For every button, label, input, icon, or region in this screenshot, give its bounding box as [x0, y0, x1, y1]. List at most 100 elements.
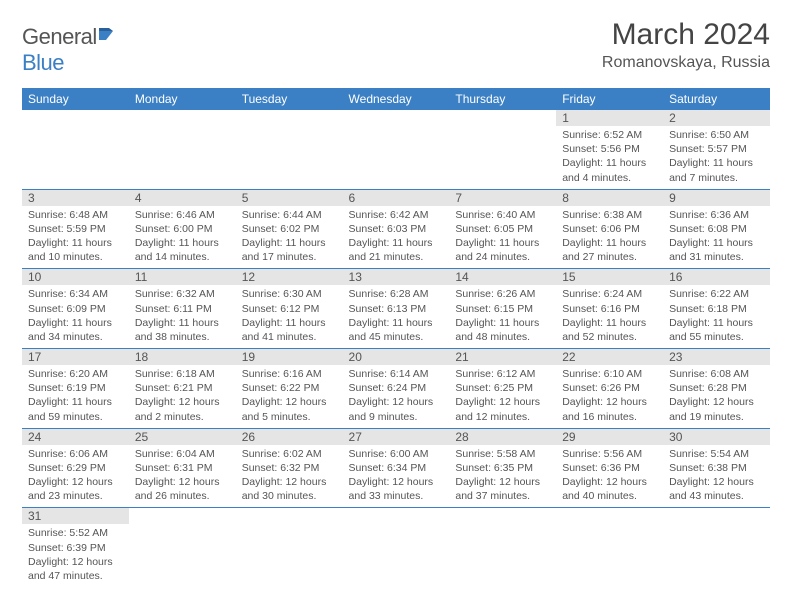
calendar-day-cell: 17Sunrise: 6:20 AMSunset: 6:19 PMDayligh…: [22, 349, 129, 429]
day-number: 22: [556, 349, 663, 365]
calendar-week-row: 3Sunrise: 6:48 AMSunset: 5:59 PMDaylight…: [22, 189, 770, 269]
calendar-day-cell: 16Sunrise: 6:22 AMSunset: 6:18 PMDayligh…: [663, 269, 770, 349]
calendar-day-cell: 4Sunrise: 6:46 AMSunset: 6:00 PMDaylight…: [129, 189, 236, 269]
sunrise-text: Sunrise: 5:58 AM: [455, 447, 550, 461]
calendar-day-cell: 8Sunrise: 6:38 AMSunset: 6:06 PMDaylight…: [556, 189, 663, 269]
calendar-day-cell: [449, 110, 556, 189]
day-details: Sunrise: 6:52 AMSunset: 5:56 PMDaylight:…: [556, 126, 663, 189]
day-number: 18: [129, 349, 236, 365]
sunset-text: Sunset: 6:31 PM: [135, 461, 230, 475]
calendar-day-cell: 13Sunrise: 6:28 AMSunset: 6:13 PMDayligh…: [343, 269, 450, 349]
flag-icon: [99, 24, 121, 50]
calendar-day-cell: 28Sunrise: 5:58 AMSunset: 6:35 PMDayligh…: [449, 428, 556, 508]
sunset-text: Sunset: 6:16 PM: [562, 302, 657, 316]
sunrise-text: Sunrise: 6:34 AM: [28, 287, 123, 301]
day-details: Sunrise: 6:46 AMSunset: 6:00 PMDaylight:…: [129, 206, 236, 269]
sunset-text: Sunset: 5:57 PM: [669, 142, 764, 156]
daylight-text: Daylight: 12 hours and 47 minutes.: [28, 555, 123, 583]
day-details: Sunrise: 6:16 AMSunset: 6:22 PMDaylight:…: [236, 365, 343, 428]
daylight-text: Daylight: 11 hours and 34 minutes.: [28, 316, 123, 344]
sunrise-text: Sunrise: 6:44 AM: [242, 208, 337, 222]
daylight-text: Daylight: 11 hours and 10 minutes.: [28, 236, 123, 264]
day-details: Sunrise: 6:20 AMSunset: 6:19 PMDaylight:…: [22, 365, 129, 428]
calendar-day-cell: 23Sunrise: 6:08 AMSunset: 6:28 PMDayligh…: [663, 349, 770, 429]
day-number: 14: [449, 269, 556, 285]
day-number: 7: [449, 190, 556, 206]
sunset-text: Sunset: 6:12 PM: [242, 302, 337, 316]
daylight-text: Daylight: 11 hours and 27 minutes.: [562, 236, 657, 264]
day-number: 19: [236, 349, 343, 365]
daylight-text: Daylight: 12 hours and 43 minutes.: [669, 475, 764, 503]
sunrise-text: Sunrise: 6:10 AM: [562, 367, 657, 381]
logo-text-2: Blue: [22, 50, 64, 75]
sunset-text: Sunset: 6:13 PM: [349, 302, 444, 316]
calendar-day-cell: 26Sunrise: 6:02 AMSunset: 6:32 PMDayligh…: [236, 428, 343, 508]
daylight-text: Daylight: 12 hours and 30 minutes.: [242, 475, 337, 503]
day-number: 15: [556, 269, 663, 285]
calendar-week-row: 1Sunrise: 6:52 AMSunset: 5:56 PMDaylight…: [22, 110, 770, 189]
day-details: Sunrise: 6:32 AMSunset: 6:11 PMDaylight:…: [129, 285, 236, 348]
daylight-text: Daylight: 11 hours and 38 minutes.: [135, 316, 230, 344]
daylight-text: Daylight: 11 hours and 55 minutes.: [669, 316, 764, 344]
sunrise-text: Sunrise: 5:52 AM: [28, 526, 123, 540]
sunset-text: Sunset: 6:25 PM: [455, 381, 550, 395]
sunset-text: Sunset: 6:11 PM: [135, 302, 230, 316]
calendar-day-cell: 10Sunrise: 6:34 AMSunset: 6:09 PMDayligh…: [22, 269, 129, 349]
daylight-text: Daylight: 12 hours and 23 minutes.: [28, 475, 123, 503]
daylight-text: Daylight: 11 hours and 21 minutes.: [349, 236, 444, 264]
calendar-day-cell: [236, 508, 343, 587]
sunset-text: Sunset: 6:19 PM: [28, 381, 123, 395]
day-number: 3: [22, 190, 129, 206]
sunrise-text: Sunrise: 6:30 AM: [242, 287, 337, 301]
sunrise-text: Sunrise: 6:04 AM: [135, 447, 230, 461]
day-details: Sunrise: 6:48 AMSunset: 5:59 PMDaylight:…: [22, 206, 129, 269]
calendar-day-cell: 12Sunrise: 6:30 AMSunset: 6:12 PMDayligh…: [236, 269, 343, 349]
day-details: Sunrise: 6:50 AMSunset: 5:57 PMDaylight:…: [663, 126, 770, 189]
day-number: 17: [22, 349, 129, 365]
sunset-text: Sunset: 6:24 PM: [349, 381, 444, 395]
calendar-day-cell: 15Sunrise: 6:24 AMSunset: 6:16 PMDayligh…: [556, 269, 663, 349]
day-details: Sunrise: 5:54 AMSunset: 6:38 PMDaylight:…: [663, 445, 770, 508]
calendar-day-cell: 30Sunrise: 5:54 AMSunset: 6:38 PMDayligh…: [663, 428, 770, 508]
weekday-header: Saturday: [663, 88, 770, 110]
calendar-day-cell: 25Sunrise: 6:04 AMSunset: 6:31 PMDayligh…: [129, 428, 236, 508]
sunrise-text: Sunrise: 6:02 AM: [242, 447, 337, 461]
sunset-text: Sunset: 6:09 PM: [28, 302, 123, 316]
calendar-day-cell: 6Sunrise: 6:42 AMSunset: 6:03 PMDaylight…: [343, 189, 450, 269]
sunset-text: Sunset: 6:28 PM: [669, 381, 764, 395]
sunset-text: Sunset: 5:59 PM: [28, 222, 123, 236]
daylight-text: Daylight: 12 hours and 26 minutes.: [135, 475, 230, 503]
day-number: 13: [343, 269, 450, 285]
day-number: 26: [236, 429, 343, 445]
logo-text: GeneralBlue: [22, 24, 121, 76]
sunrise-text: Sunrise: 5:56 AM: [562, 447, 657, 461]
day-number: 9: [663, 190, 770, 206]
sunset-text: Sunset: 6:02 PM: [242, 222, 337, 236]
daylight-text: Daylight: 11 hours and 4 minutes.: [562, 156, 657, 184]
sunrise-text: Sunrise: 6:28 AM: [349, 287, 444, 301]
day-details: Sunrise: 6:42 AMSunset: 6:03 PMDaylight:…: [343, 206, 450, 269]
day-details: Sunrise: 5:52 AMSunset: 6:39 PMDaylight:…: [22, 524, 129, 587]
sunrise-text: Sunrise: 6:32 AM: [135, 287, 230, 301]
location-text: Romanovskaya, Russia: [602, 54, 770, 72]
sunset-text: Sunset: 6:34 PM: [349, 461, 444, 475]
day-number: 2: [663, 110, 770, 126]
sunset-text: Sunset: 6:15 PM: [455, 302, 550, 316]
day-details: Sunrise: 6:36 AMSunset: 6:08 PMDaylight:…: [663, 206, 770, 269]
calendar-day-cell: 5Sunrise: 6:44 AMSunset: 6:02 PMDaylight…: [236, 189, 343, 269]
sunrise-text: Sunrise: 6:20 AM: [28, 367, 123, 381]
day-details: Sunrise: 6:24 AMSunset: 6:16 PMDaylight:…: [556, 285, 663, 348]
sunrise-text: Sunrise: 6:12 AM: [455, 367, 550, 381]
calendar-day-cell: [343, 110, 450, 189]
daylight-text: Daylight: 11 hours and 59 minutes.: [28, 395, 123, 423]
calendar-day-cell: [129, 508, 236, 587]
weekday-header: Wednesday: [343, 88, 450, 110]
sunrise-text: Sunrise: 6:40 AM: [455, 208, 550, 222]
day-number: 23: [663, 349, 770, 365]
day-details: Sunrise: 6:02 AMSunset: 6:32 PMDaylight:…: [236, 445, 343, 508]
sunrise-text: Sunrise: 6:00 AM: [349, 447, 444, 461]
daylight-text: Daylight: 12 hours and 33 minutes.: [349, 475, 444, 503]
daylight-text: Daylight: 11 hours and 14 minutes.: [135, 236, 230, 264]
sunrise-text: Sunrise: 6:50 AM: [669, 128, 764, 142]
calendar-week-row: 10Sunrise: 6:34 AMSunset: 6:09 PMDayligh…: [22, 269, 770, 349]
